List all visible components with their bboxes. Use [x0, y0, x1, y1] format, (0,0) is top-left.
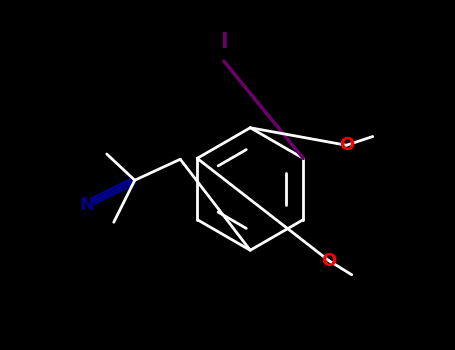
Text: O: O [321, 252, 337, 270]
Text: I: I [220, 33, 228, 52]
Text: N: N [80, 196, 95, 214]
Text: O: O [339, 136, 354, 154]
